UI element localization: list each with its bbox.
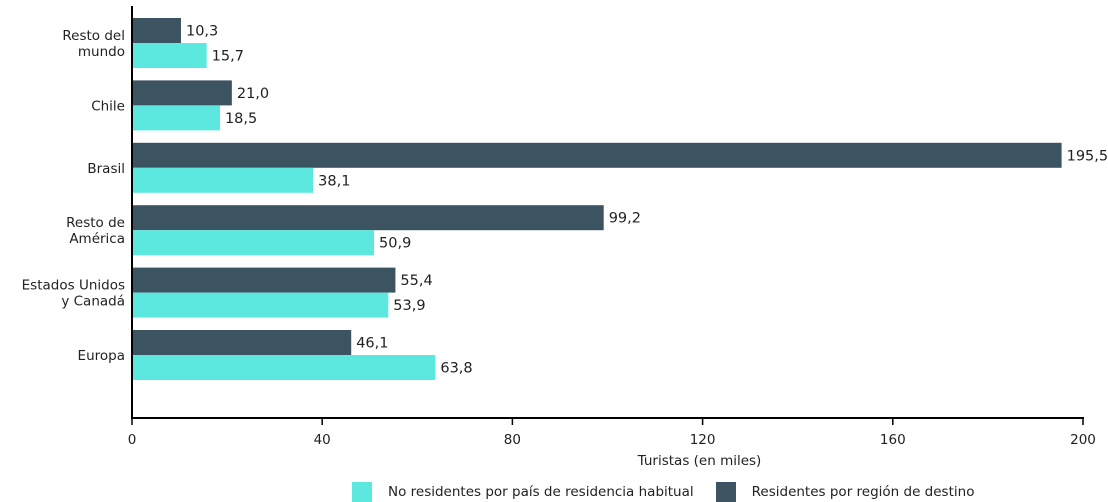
category-label-chile: Chile <box>91 98 125 114</box>
x-axis-title: Turistas (en miles) <box>637 453 762 469</box>
category-label-resto-del-mundo-line1: Resto del <box>62 28 125 44</box>
bar-residentes-chile <box>132 80 232 106</box>
bar-no-residentes-estados-unidos-y-canadá <box>132 292 389 318</box>
category-label-brasil: Brasil <box>87 161 125 177</box>
value-label-residentes-resto-del-mundo: 10,3 <box>186 24 218 40</box>
bar-residentes-estados-unidos-y-canadá <box>132 267 396 293</box>
category-label-europa: Europa <box>78 348 125 364</box>
x-tick-label-0: 0 <box>128 432 137 448</box>
category-label-estados-unidos-y-canadá-line1: Estados Unidos <box>22 278 125 294</box>
value-label-no-residentes-estados-unidos-y-canadá: 53,9 <box>393 298 425 314</box>
x-tick-label-200: 200 <box>1070 432 1096 448</box>
bar-no-residentes-europa <box>132 355 436 380</box>
x-tick-label-120: 120 <box>690 432 716 448</box>
value-label-residentes-brasil: 195,5 <box>1067 148 1108 164</box>
value-label-residentes-resto-de-américa: 99,2 <box>609 211 641 227</box>
category-label-resto-de-américa-line2: América <box>69 231 125 247</box>
legend-item-no-residentes: No residentes por país de residencia hab… <box>352 482 694 502</box>
bar-residentes-brasil <box>132 142 1062 168</box>
legend-label-residentes: Residentes por región de destino <box>751 484 975 500</box>
value-label-no-residentes-chile: 18,5 <box>225 111 257 127</box>
bar-no-residentes-resto-del-mundo <box>132 43 207 68</box>
x-tick-label-40: 40 <box>314 432 331 448</box>
value-label-residentes-estados-unidos-y-canadá: 55,4 <box>400 273 432 289</box>
legend-item-residentes: Residentes por región de destino <box>715 482 975 502</box>
legend-swatch-no-residentes <box>352 482 372 502</box>
bar-no-residentes-chile <box>132 105 220 131</box>
category-label-resto-de-américa-line1: Resto de <box>66 215 125 231</box>
value-label-residentes-chile: 21,0 <box>237 86 269 102</box>
value-label-no-residentes-europa: 63,8 <box>440 361 472 377</box>
bar-residentes-resto-del-mundo <box>132 18 181 43</box>
bar-no-residentes-brasil <box>132 167 314 193</box>
x-tick-label-160: 160 <box>880 432 906 448</box>
chart-legend: No residentes por país de residencia hab… <box>352 482 996 502</box>
legend-label-no-residentes: No residentes por país de residencia hab… <box>388 484 694 500</box>
legend-swatch-residentes <box>715 482 736 502</box>
bar-residentes-resto-de-américa <box>132 205 604 231</box>
x-tick-label-80: 80 <box>504 432 521 448</box>
category-label-resto-del-mundo-line2: mundo <box>78 44 125 60</box>
value-label-no-residentes-resto-de-américa: 50,9 <box>379 236 411 252</box>
value-label-residentes-europa: 46,1 <box>356 336 388 352</box>
bar-no-residentes-resto-de-américa <box>132 230 375 256</box>
bar-residentes-europa <box>132 330 352 355</box>
value-label-no-residentes-resto-del-mundo: 15,7 <box>212 49 244 65</box>
category-label-estados-unidos-y-canadá-line2: y Canadá <box>61 294 125 310</box>
value-label-no-residentes-brasil: 38,1 <box>318 173 350 189</box>
